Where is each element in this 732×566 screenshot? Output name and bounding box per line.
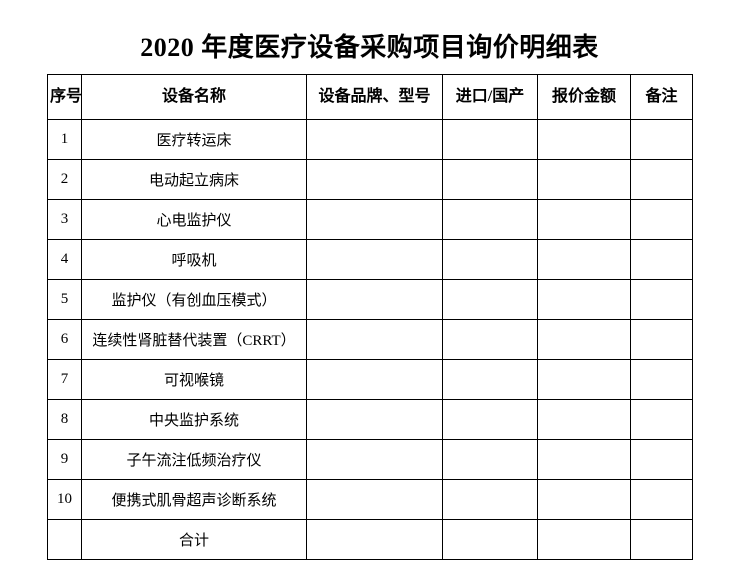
origin-cell	[442, 279, 538, 320]
row-number-cell: 1	[47, 119, 82, 160]
origin-cell	[442, 159, 538, 200]
origin-cell	[442, 479, 538, 520]
device-name-cell: 子午流注低频治疗仪	[81, 439, 307, 480]
device-name-cell: 医疗转运床	[81, 119, 307, 160]
brand-model-cell	[306, 199, 443, 240]
price-cell	[537, 119, 631, 160]
brand-model-cell	[306, 519, 443, 560]
price-cell	[537, 199, 631, 240]
note-cell	[630, 279, 693, 320]
note-cell	[630, 319, 693, 360]
origin-cell	[442, 519, 538, 560]
column-header-serial: 序号	[47, 74, 82, 120]
row-number-cell: 7	[47, 359, 82, 400]
price-cell	[537, 399, 631, 440]
table-row: 5 监护仪（有创血压模式）	[47, 279, 693, 320]
note-cell	[630, 479, 693, 520]
origin-cell	[442, 199, 538, 240]
column-header-note: 备注	[630, 74, 693, 120]
document-body: 2020 年度医疗设备采购项目询价明细表 序号 设备名称 设备品牌、型号 进口/…	[47, 0, 693, 560]
device-name-cell: 电动起立病床	[81, 159, 307, 200]
price-cell	[537, 439, 631, 480]
column-header-price: 报价金额	[537, 74, 631, 120]
table-header: 序号 设备名称 设备品牌、型号 进口/国产 报价金额 备注	[47, 74, 693, 120]
table-body: 1 医疗转运床 2 电动起立病床 3 心电监护仪 4 呼吸机 5 监护仪（有创血压模式） 6 连续性肾…	[47, 119, 693, 560]
brand-model-cell	[306, 479, 443, 520]
note-cell	[630, 359, 693, 400]
brand-model-cell	[306, 319, 443, 360]
row-number-cell: 4	[47, 239, 82, 280]
price-cell	[537, 359, 631, 400]
price-cell	[537, 159, 631, 200]
origin-cell	[442, 399, 538, 440]
note-cell	[630, 519, 693, 560]
table-row: 1 医疗转运床	[47, 119, 693, 160]
price-cell	[537, 239, 631, 280]
device-name-cell: 监护仪（有创血压模式）	[81, 279, 307, 320]
brand-model-cell	[306, 159, 443, 200]
note-cell	[630, 239, 693, 280]
table-row: 2 电动起立病床	[47, 159, 693, 200]
device-name-cell: 呼吸机	[81, 239, 307, 280]
note-cell	[630, 439, 693, 480]
page-title: 2020 年度医疗设备采购项目询价明细表	[140, 33, 599, 62]
row-number-cell: 10	[47, 479, 82, 520]
brand-model-cell	[306, 399, 443, 440]
table-row: 10 便携式肌骨超声诊断系统	[47, 479, 693, 520]
brand-model-cell	[306, 359, 443, 400]
brand-model-cell	[306, 279, 443, 320]
device-name-cell: 心电监护仪	[81, 199, 307, 240]
row-number-cell: 6	[47, 319, 82, 360]
column-header-brand-model: 设备品牌、型号	[306, 74, 443, 120]
origin-cell	[442, 319, 538, 360]
note-cell	[630, 159, 693, 200]
total-row: 合计	[47, 519, 693, 560]
note-cell	[630, 399, 693, 440]
table-row: 7 可视喉镜	[47, 359, 693, 400]
brand-model-cell	[306, 119, 443, 160]
device-name-cell: 连续性肾脏替代装置（CRRT）	[81, 319, 307, 360]
header-row: 序号 设备名称 设备品牌、型号 进口/国产 报价金额 备注	[47, 74, 693, 120]
origin-cell	[442, 119, 538, 160]
table-row: 3 心电监护仪	[47, 199, 693, 240]
row-number-cell	[47, 519, 82, 560]
procurement-inquiry-table: 序号 设备名称 设备品牌、型号 进口/国产 报价金额 备注 1 医疗转运床 2 电动起…	[47, 74, 693, 560]
row-number-cell: 3	[47, 199, 82, 240]
row-number-cell: 5	[47, 279, 82, 320]
device-name-cell: 合计	[81, 519, 307, 560]
note-cell	[630, 119, 693, 160]
table-row: 4 呼吸机	[47, 239, 693, 280]
row-number-cell: 8	[47, 399, 82, 440]
brand-model-cell	[306, 239, 443, 280]
column-header-origin: 进口/国产	[442, 74, 538, 120]
table-row: 9 子午流注低频治疗仪	[47, 439, 693, 480]
price-cell	[537, 519, 631, 560]
origin-cell	[442, 359, 538, 400]
price-cell	[537, 479, 631, 520]
table-row: 8 中央监护系统	[47, 399, 693, 440]
device-name-cell: 便携式肌骨超声诊断系统	[81, 479, 307, 520]
row-number-cell: 9	[47, 439, 82, 480]
brand-model-cell	[306, 439, 443, 480]
row-number-cell: 2	[47, 159, 82, 200]
origin-cell	[442, 239, 538, 280]
column-header-device-name: 设备名称	[81, 74, 307, 120]
device-name-cell: 中央监护系统	[81, 399, 307, 440]
price-cell	[537, 279, 631, 320]
table-row: 6 连续性肾脏替代装置（CRRT）	[47, 319, 693, 360]
device-name-cell: 可视喉镜	[81, 359, 307, 400]
price-cell	[537, 319, 631, 360]
note-cell	[630, 199, 693, 240]
origin-cell	[442, 439, 538, 480]
